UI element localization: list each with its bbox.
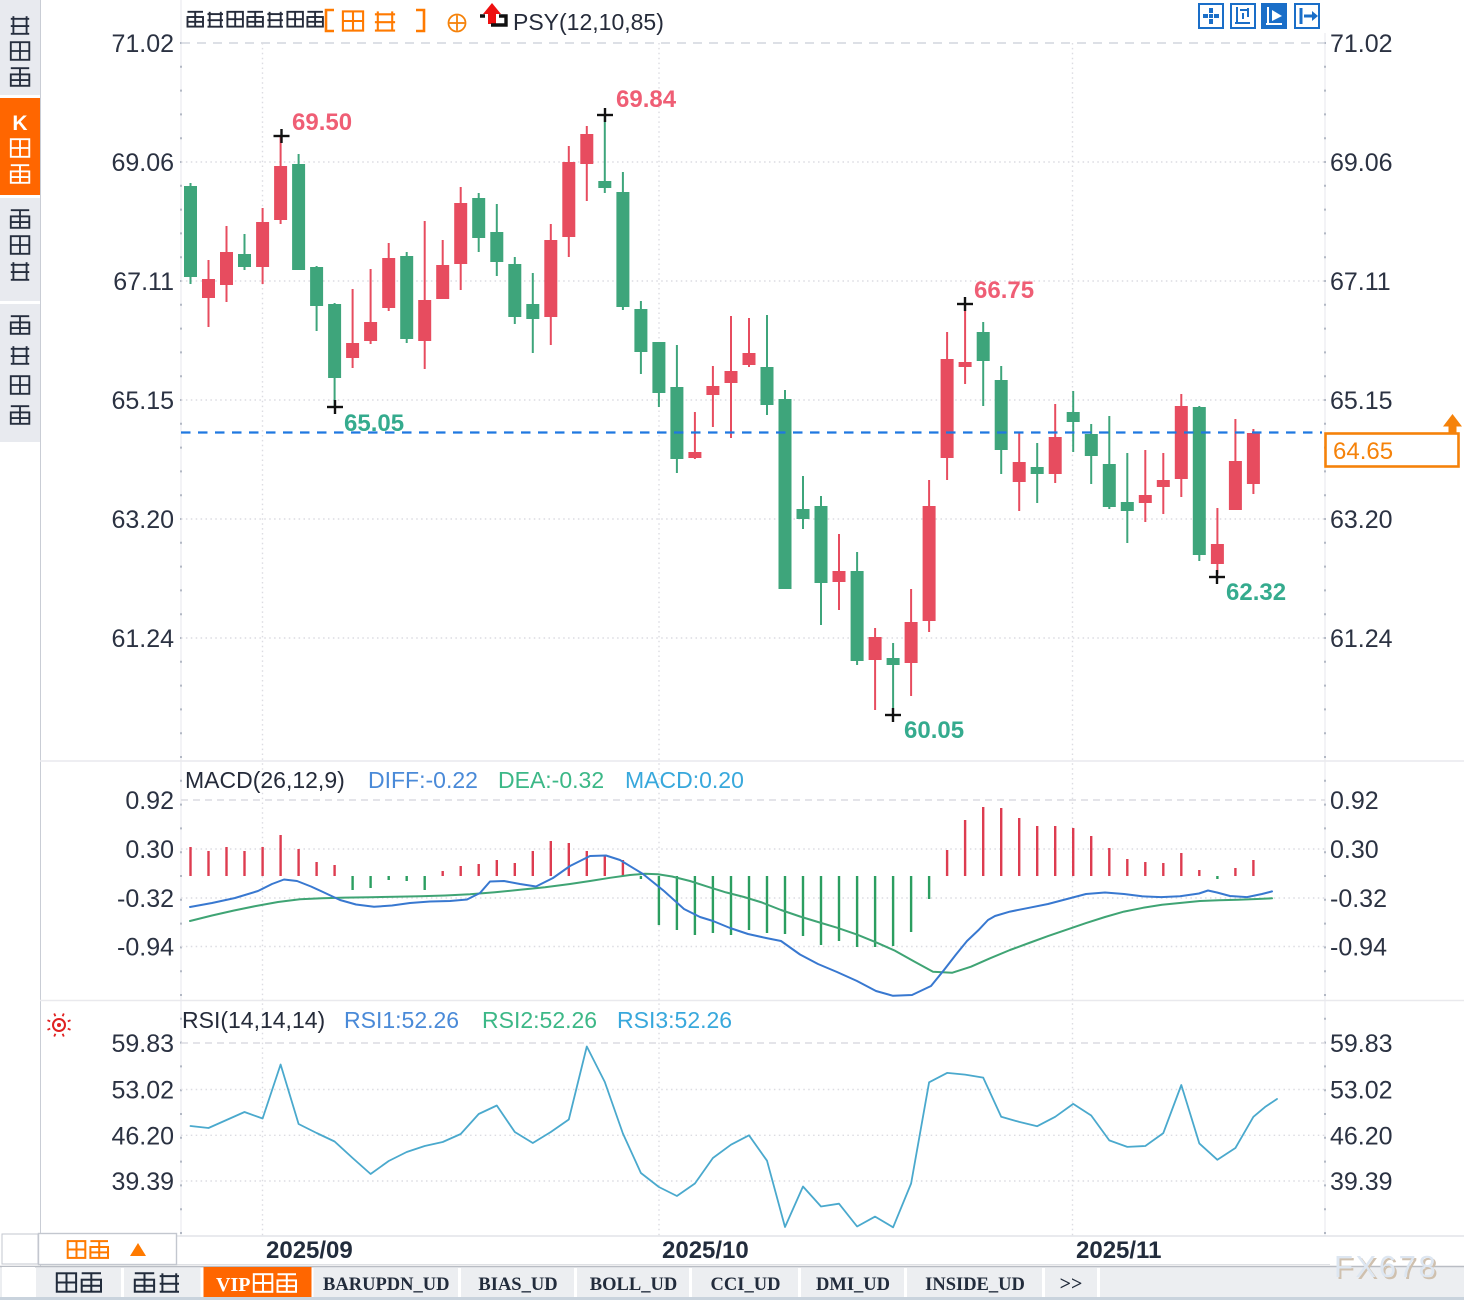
svg-text:-0.32: -0.32 bbox=[1330, 885, 1387, 913]
svg-text:59.83: 59.83 bbox=[1330, 1030, 1393, 1058]
svg-text:RSI3:52.26: RSI3:52.26 bbox=[617, 1007, 732, 1033]
svg-text:>>: >> bbox=[1060, 1273, 1083, 1295]
svg-text:71.02: 71.02 bbox=[111, 30, 174, 58]
svg-text:FX678: FX678 bbox=[1334, 1249, 1438, 1284]
svg-text:61.24: 61.24 bbox=[1330, 625, 1393, 653]
svg-text:-0.94: -0.94 bbox=[117, 934, 174, 962]
svg-text:59.83: 59.83 bbox=[111, 1030, 174, 1058]
svg-text:39.39: 39.39 bbox=[111, 1168, 174, 1196]
svg-text:BIAS_UD: BIAS_UD bbox=[478, 1275, 557, 1295]
svg-text:INSIDE_UD: INSIDE_UD bbox=[925, 1275, 1025, 1295]
svg-text:66.75: 66.75 bbox=[974, 277, 1034, 304]
svg-text:46.20: 46.20 bbox=[111, 1122, 174, 1150]
svg-text:DIFF:-0.22: DIFF:-0.22 bbox=[368, 767, 478, 793]
svg-text:BOLL_UD: BOLL_UD bbox=[590, 1275, 677, 1295]
svg-text:K: K bbox=[12, 112, 27, 135]
svg-text:0.30: 0.30 bbox=[1330, 836, 1379, 864]
svg-text:-0.94: -0.94 bbox=[1330, 934, 1387, 962]
svg-text:64.65: 64.65 bbox=[1333, 438, 1393, 465]
svg-text:0.92: 0.92 bbox=[125, 787, 174, 815]
svg-text:RSI(14,14,14): RSI(14,14,14) bbox=[182, 1007, 325, 1033]
svg-text:65.15: 65.15 bbox=[1330, 387, 1393, 415]
svg-text:60.05: 60.05 bbox=[904, 717, 964, 744]
svg-text:69.06: 69.06 bbox=[111, 149, 174, 177]
svg-text:53.02: 53.02 bbox=[111, 1077, 174, 1105]
svg-text:MACD(26,12,9): MACD(26,12,9) bbox=[185, 767, 345, 793]
svg-text:MACD:0.20: MACD:0.20 bbox=[625, 767, 744, 793]
svg-text:61.24: 61.24 bbox=[111, 625, 174, 653]
svg-text:71.02: 71.02 bbox=[1330, 30, 1393, 58]
svg-text:BARUPDN_UD: BARUPDN_UD bbox=[323, 1275, 449, 1295]
svg-text:RSI2:52.26: RSI2:52.26 bbox=[482, 1007, 597, 1033]
svg-text:PSY(12,10,85): PSY(12,10,85) bbox=[513, 9, 664, 35]
svg-text:0.30: 0.30 bbox=[125, 836, 174, 864]
svg-text:39.39: 39.39 bbox=[1330, 1168, 1393, 1196]
svg-text:62.32: 62.32 bbox=[1226, 579, 1286, 606]
svg-text:CCI_UD: CCI_UD bbox=[711, 1275, 781, 1295]
svg-text:65.15: 65.15 bbox=[111, 387, 174, 415]
svg-text:2025/11: 2025/11 bbox=[1076, 1237, 1161, 1264]
svg-text:RSI1:52.26: RSI1:52.26 bbox=[344, 1007, 459, 1033]
svg-text:46.20: 46.20 bbox=[1330, 1122, 1393, 1150]
svg-text:69.50: 69.50 bbox=[292, 109, 352, 136]
svg-text:FX678: FX678 bbox=[1336, 1251, 1440, 1286]
svg-text:2025/09: 2025/09 bbox=[266, 1237, 353, 1264]
svg-text:53.02: 53.02 bbox=[1330, 1077, 1393, 1105]
svg-text:67.11: 67.11 bbox=[1330, 268, 1391, 296]
svg-text:VIP: VIP bbox=[216, 1274, 250, 1296]
svg-text:63.20: 63.20 bbox=[111, 506, 174, 534]
svg-text:67.11: 67.11 bbox=[113, 268, 174, 296]
svg-text:2025/10: 2025/10 bbox=[662, 1237, 749, 1264]
svg-text:69.06: 69.06 bbox=[1330, 149, 1393, 177]
svg-text:0.92: 0.92 bbox=[1330, 787, 1379, 815]
svg-text:-0.32: -0.32 bbox=[117, 885, 174, 913]
svg-text:69.84: 69.84 bbox=[616, 86, 677, 113]
svg-text:63.20: 63.20 bbox=[1330, 506, 1393, 534]
svg-text:DEA:-0.32: DEA:-0.32 bbox=[498, 767, 604, 793]
svg-text:DMI_UD: DMI_UD bbox=[816, 1275, 890, 1295]
